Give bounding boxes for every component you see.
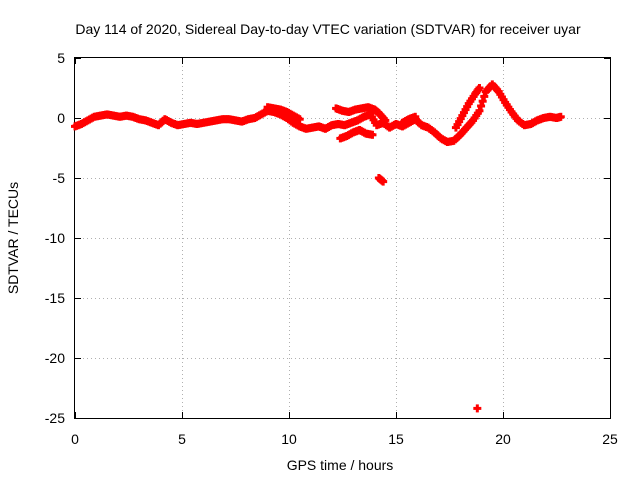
- chart-title: Day 114 of 2020, Sidereal Day-to-day VTE…: [75, 21, 581, 37]
- y-tick-label: 0: [57, 110, 65, 126]
- x-tick-label: 0: [71, 431, 79, 447]
- y-tick-label: -20: [45, 350, 65, 366]
- y-tick-label: -25: [45, 410, 65, 426]
- x-tick-label: 20: [495, 431, 511, 447]
- chart: Day 114 of 2020, Sidereal Day-to-day VTE…: [0, 0, 640, 480]
- x-tick-label: 15: [388, 431, 404, 447]
- x-axis-label: GPS time / hours: [287, 457, 394, 473]
- axis-ticks: 0 5 10 15 20 25 5 0 -5 -10 -15 -20 -25: [45, 50, 618, 447]
- x-tick-label: 10: [281, 431, 297, 447]
- y-tick-label: -5: [53, 170, 66, 186]
- y-axis-label: SDTVAR / TECUs: [5, 182, 21, 294]
- x-tick-label: 5: [178, 431, 186, 447]
- y-tick-label: -10: [45, 230, 65, 246]
- y-tick-label: -15: [45, 290, 65, 306]
- y-tick-label: 5: [57, 50, 65, 66]
- x-tick-label: 25: [602, 431, 618, 447]
- data-points: [71, 80, 565, 412]
- data-point: [473, 404, 481, 412]
